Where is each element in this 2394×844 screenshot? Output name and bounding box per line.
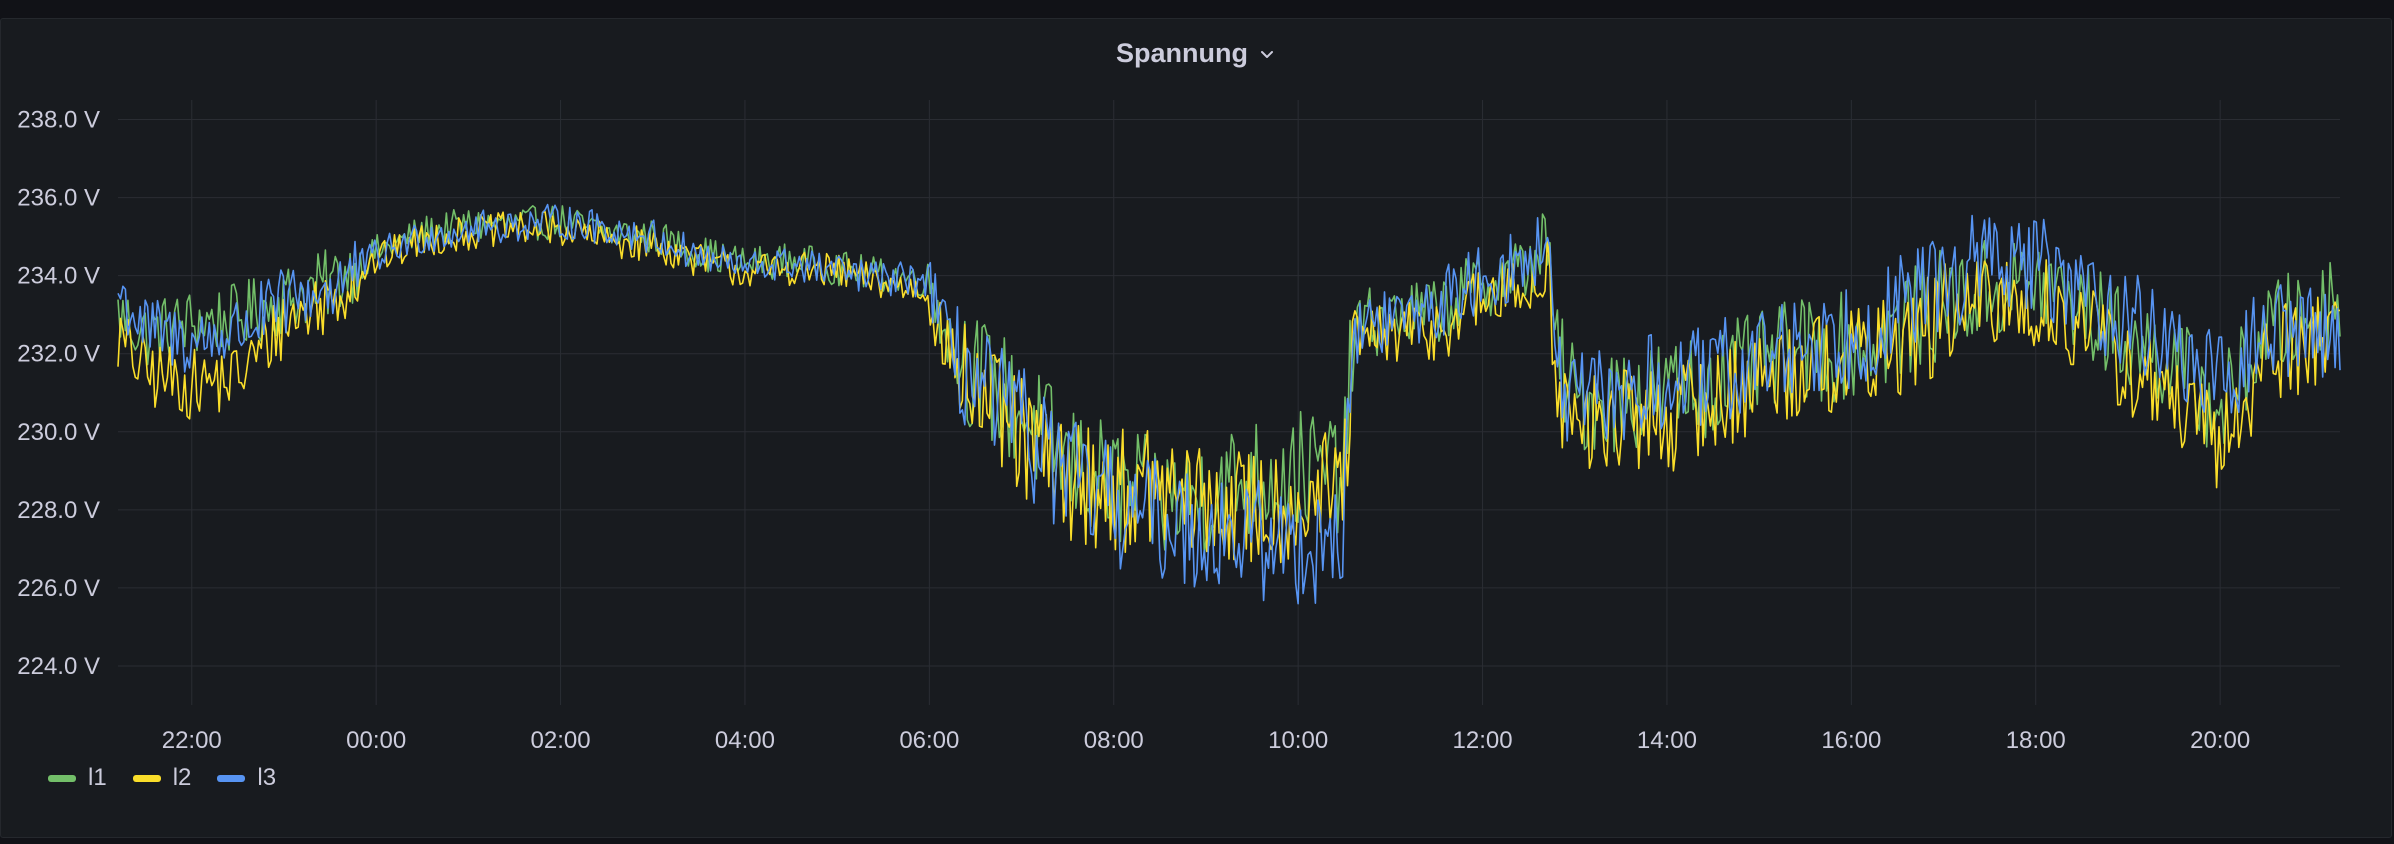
legend-label-l1: l1 (88, 764, 107, 791)
series-line-l1 (117, 205, 2341, 556)
legend-item-l1[interactable]: l1 (48, 764, 107, 792)
x-tick-label: 14:00 (1637, 727, 1697, 754)
legend-label-l2: l2 (172, 764, 192, 791)
y-tick-label: 224.0 V (17, 653, 100, 680)
x-tick-label: 16:00 (1821, 727, 1881, 754)
x-tick-label: 22:00 (162, 727, 222, 754)
x-tick-label: 08:00 (1084, 727, 1144, 754)
legend-item-l2[interactable]: l2 (132, 764, 192, 792)
series-line-l3 (117, 203, 2341, 605)
x-tick-label: 20:00 (2190, 727, 2250, 754)
x-tick-label: 04:00 (715, 727, 775, 754)
y-tick-label: 234.0 V (17, 263, 100, 290)
y-tick-label: 226.0 V (17, 575, 100, 602)
legend-swatch-l2 (132, 774, 161, 782)
legend-label-l3: l3 (257, 764, 277, 791)
x-tick-label: 12:00 (1453, 727, 1513, 754)
panel-title[interactable]: Spannung (1116, 37, 1248, 68)
y-tick-label: 228.0 V (17, 497, 100, 524)
panel-header[interactable]: Spannung (1, 33, 2391, 73)
legend-swatch-l3 (217, 774, 246, 782)
y-tick-label: 232.0 V (17, 341, 100, 368)
y-tick-label: 236.0 V (17, 185, 100, 212)
y-tick-label: 238.0 V (17, 107, 100, 134)
legend: l1 l2 l3 (48, 764, 276, 792)
x-tick-label: 18:00 (2006, 727, 2066, 754)
time-series-panel: Spannung (0, 18, 2392, 838)
chevron-down-icon[interactable] (1258, 46, 1276, 64)
y-tick-label: 230.0 V (17, 419, 100, 446)
x-tick-label: 00:00 (346, 727, 406, 754)
legend-swatch-l1 (48, 774, 76, 782)
legend-item-l3[interactable]: l3 (217, 764, 276, 792)
x-tick-label: 06:00 (899, 727, 959, 754)
x-tick-label: 02:00 (531, 727, 591, 754)
x-tick-label: 10:00 (1268, 727, 1328, 754)
